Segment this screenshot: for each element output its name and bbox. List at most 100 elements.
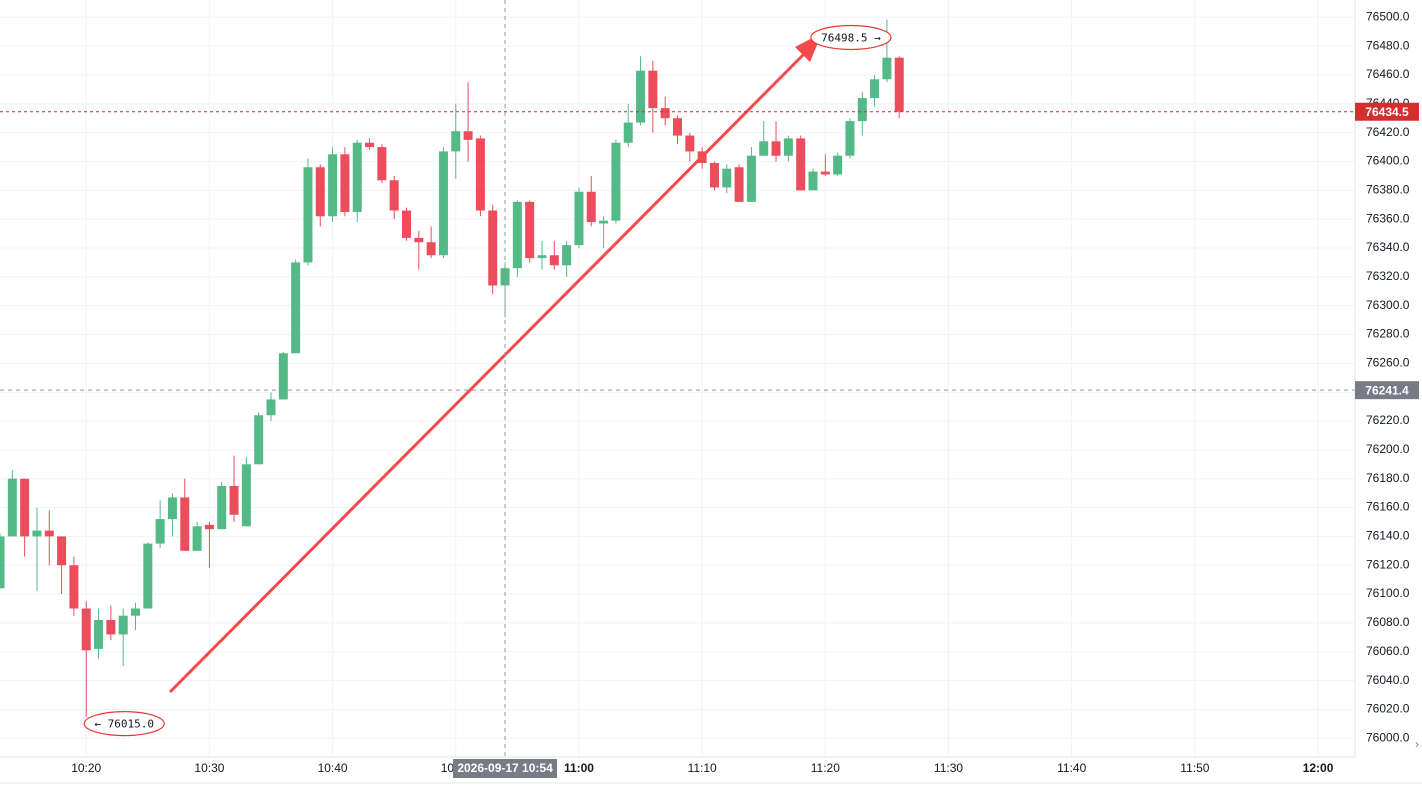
candle-body	[291, 262, 301, 354]
y-tick-label: 76360.0	[1366, 211, 1410, 225]
candle-body	[57, 536, 67, 566]
candle-body	[81, 608, 91, 651]
candle-body	[328, 154, 338, 217]
candle-body	[155, 519, 165, 544]
candle-body	[463, 131, 473, 140]
candle-body	[44, 530, 54, 537]
candle-body	[808, 171, 818, 191]
y-tick-label: 76020.0	[1366, 702, 1410, 716]
candle-body	[734, 167, 744, 202]
x-tick-label: 10:40	[318, 761, 348, 775]
candle-body	[32, 530, 42, 537]
price-axis	[1355, 0, 1422, 757]
overlay: 76498.5 → ← 76015.0	[0, 0, 1355, 757]
candle-body	[500, 268, 510, 286]
annotation-ellipse	[83, 711, 165, 737]
y-tick-label: 76140.0	[1366, 529, 1410, 543]
y-tick-label: 76280.0	[1366, 327, 1410, 341]
x-tick-label: 11:50	[1180, 761, 1209, 775]
candles	[0, 19, 904, 717]
scroll-button[interactable]: ›	[1415, 737, 1419, 751]
candle-body	[673, 118, 682, 136]
candle-body	[131, 608, 140, 616]
candle-body	[537, 255, 547, 259]
y-tick-label: 76060.0	[1366, 644, 1410, 658]
candle-body	[746, 155, 756, 202]
candle-body	[377, 147, 387, 181]
crosshair-x-label: 2026-09-17 10:54	[457, 761, 553, 775]
x-tick-label: 10:30	[194, 761, 224, 775]
x-tick-label: 11:10	[688, 761, 717, 775]
last-price-tag	[1355, 102, 1419, 121]
y-tick-label: 76300.0	[1366, 298, 1410, 312]
candle-body	[0, 536, 5, 589]
candle-body	[217, 485, 227, 530]
candle-body	[685, 135, 695, 152]
y-tick-label: 76420.0	[1366, 125, 1410, 139]
candle-body	[20, 478, 30, 537]
candle-body	[451, 131, 461, 152]
candle-body	[796, 138, 806, 191]
x-tick-label: 10:20	[71, 761, 101, 775]
candle-body	[512, 201, 522, 269]
candle-body	[180, 497, 190, 551]
candle-body	[611, 142, 621, 221]
candle-body	[870, 79, 880, 99]
candle-body	[845, 121, 855, 156]
candle-body	[266, 399, 276, 416]
candle-body	[69, 565, 79, 609]
candle-body	[7, 478, 17, 537]
candle-body	[204, 524, 214, 530]
crosshair-y-label: 76241.4	[1365, 383, 1409, 397]
candle-body	[389, 180, 399, 211]
trend-arrow	[168, 48, 810, 694]
y-tick-label: 76320.0	[1366, 269, 1410, 283]
candle-body	[315, 167, 325, 217]
y-tick-label: 76460.0	[1366, 67, 1410, 81]
x-tick-label: 11:30	[934, 761, 963, 775]
candle-body	[820, 171, 830, 175]
candle-body	[574, 191, 584, 246]
y-tick-label: 76220.0	[1366, 413, 1410, 427]
x-tick-label: 12:00	[1303, 761, 1334, 775]
candle-body	[118, 615, 128, 635]
y-tick-label: 76500.0	[1366, 9, 1410, 23]
candle-body	[340, 154, 350, 212]
x-tick-label: 11:40	[1057, 761, 1086, 775]
y-tick-label: 76080.0	[1366, 615, 1410, 629]
candle-body	[241, 464, 251, 527]
y-tick-label: 76180.0	[1366, 471, 1410, 485]
candle-body	[833, 155, 843, 175]
candle-body	[857, 98, 867, 122]
candle-body	[303, 167, 313, 263]
grid	[0, 0, 1355, 757]
candle-body	[783, 138, 793, 156]
candle-body	[167, 497, 177, 520]
y-tick-label: 76380.0	[1366, 183, 1410, 197]
y-tick-label: 76120.0	[1366, 557, 1410, 571]
candle-body	[365, 142, 375, 148]
candle-body	[549, 255, 559, 266]
candle-body	[414, 237, 424, 243]
candle-body	[599, 220, 609, 224]
candle-body	[562, 245, 572, 266]
last-price-label: 76434.5	[1365, 105, 1409, 119]
candle-body	[636, 70, 646, 123]
candle-body	[882, 57, 892, 80]
candle-body	[759, 141, 769, 156]
y-tick-label: 76040.0	[1366, 673, 1410, 687]
annotation-label: 76498.5 →	[821, 31, 881, 44]
candle-body	[143, 543, 153, 609]
annotation-label: ← 76015.0	[94, 718, 154, 731]
y-tick-label: 76340.0	[1366, 240, 1410, 254]
annotation-ellipse	[810, 24, 892, 51]
y-tick-label: 76200.0	[1366, 442, 1410, 456]
x-tick-label: 11:20	[811, 761, 840, 775]
candle-body	[192, 526, 202, 551]
candle-body	[488, 210, 498, 286]
y-tick-label: 76100.0	[1366, 586, 1410, 600]
candle-body	[709, 162, 719, 188]
candle-body	[475, 138, 485, 211]
candle-body	[254, 415, 264, 465]
